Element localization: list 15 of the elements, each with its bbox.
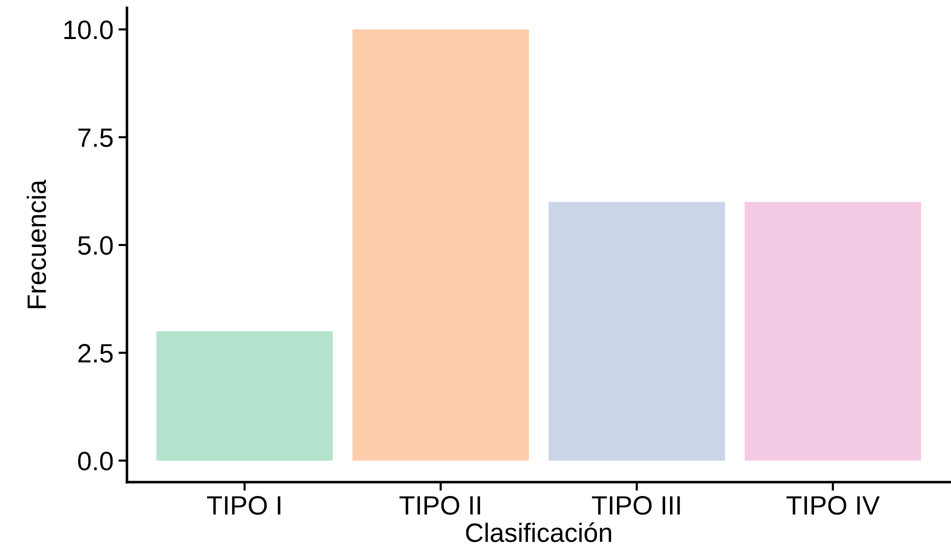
y-tick-label: 5.0 xyxy=(78,236,113,255)
bar xyxy=(156,331,333,461)
x-axis-title: Clasificación xyxy=(466,522,612,542)
x-tick-label: TIPO I xyxy=(207,496,280,515)
x-tick-label: TIPO IV xyxy=(786,496,880,515)
bar xyxy=(548,202,726,461)
x-tick-label: TIPO II xyxy=(400,496,480,515)
y-tick-label: 0.0 xyxy=(78,452,113,470)
y-tick-label: 7.5 xyxy=(78,128,113,148)
bar xyxy=(744,202,922,461)
y-tick-label: 10.0 xyxy=(64,20,113,40)
y-tick-label: 2.5 xyxy=(78,344,113,363)
bar xyxy=(352,29,529,461)
y-axis-title: Frecuencia xyxy=(26,180,46,308)
x-tick-label: TIPO III xyxy=(592,496,680,515)
